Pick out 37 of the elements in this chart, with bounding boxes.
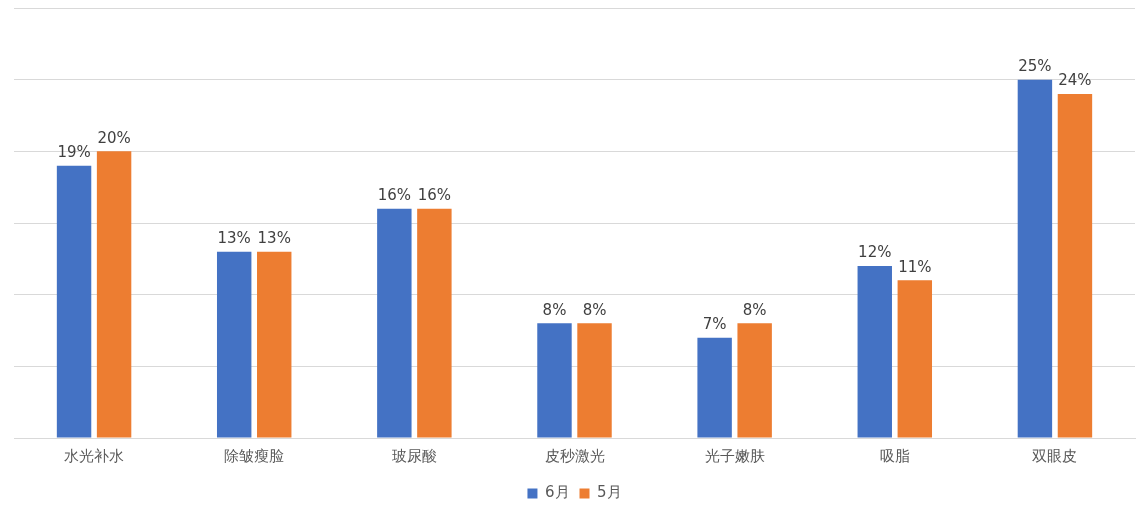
data-label: 13% [217,229,251,248]
bar [697,337,732,438]
bar [257,251,292,438]
data-label: 16% [417,186,452,205]
bar [56,165,92,438]
data-label: 8% [542,300,567,319]
bar [1057,94,1093,438]
bar [897,280,933,438]
bar [96,151,132,438]
x-tick-label: 除皱瘦脸 [224,446,285,465]
bar [417,208,452,438]
x-tick-label: 玻尿酸 [391,446,437,465]
x-tick-label: 皮秒激光 [544,446,605,465]
data-label: 16% [377,186,412,205]
data-label: 13% [257,229,291,248]
data-label: 24% [1058,71,1092,90]
data-label: 12% [858,243,892,262]
data-label: 11% [898,257,932,276]
data-label: 20% [97,128,131,147]
bar [1017,79,1053,438]
legend-label: 6月 [544,483,570,502]
data-label: 25% [1018,57,1052,76]
data-label: 8% [742,300,767,319]
bar [577,323,612,438]
legend-label: 5月 [597,483,622,502]
x-tick-label: 吸脂 [879,446,910,465]
bar [737,323,772,438]
x-tick-label: 水光补水 [64,446,125,465]
bar [377,208,412,438]
bar [537,323,572,438]
data-label: 19% [57,143,91,162]
bar [857,266,892,438]
x-tick-label: 光子嫩肤 [704,446,765,465]
data-label: 8% [582,300,607,319]
data-label: 7% [702,315,727,334]
bar [216,251,252,438]
x-tick-label: 双眼皮 [1032,446,1078,465]
